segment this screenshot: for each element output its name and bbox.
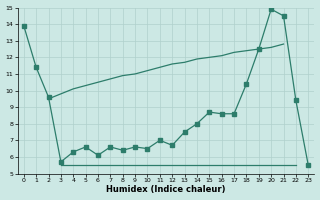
- X-axis label: Humidex (Indice chaleur): Humidex (Indice chaleur): [106, 185, 226, 194]
